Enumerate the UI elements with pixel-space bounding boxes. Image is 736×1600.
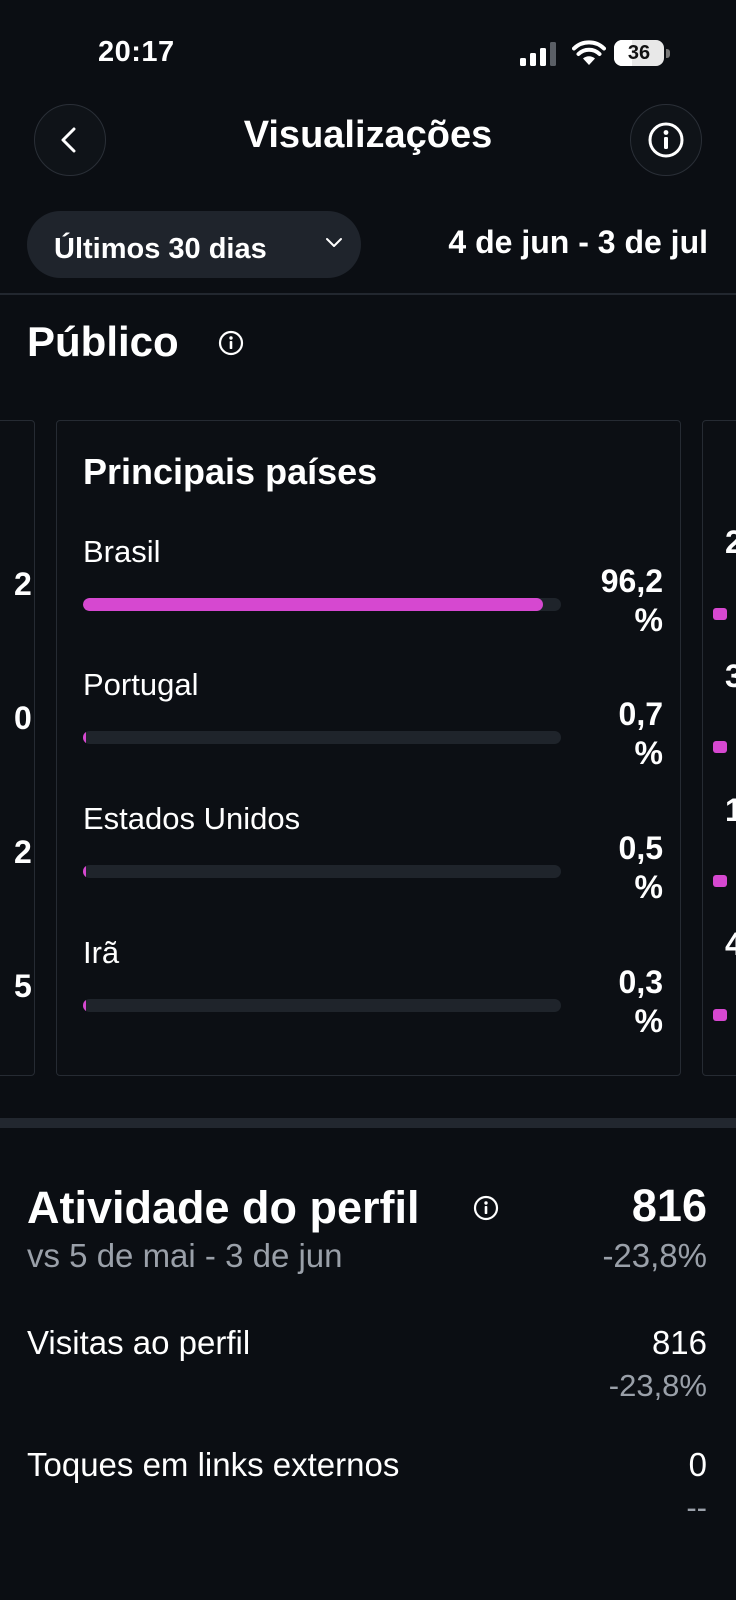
percent-number: 0,7 (618, 696, 663, 732)
divider (0, 293, 736, 295)
country-bar-track (83, 731, 561, 744)
country-bar-track (83, 865, 561, 878)
back-button[interactable] (34, 104, 106, 176)
stat-delta-external-links: -- (686, 1490, 707, 1525)
date-range-text: 4 de jun - 3 de jul (448, 224, 708, 260)
country-bar-fill (83, 598, 543, 611)
country-bar-fill (83, 999, 86, 1012)
profile-activity-delta: -23,8% (602, 1237, 707, 1274)
comparison-period: vs 5 de mai - 3 de jun (27, 1237, 343, 1274)
peek-value: 4 (725, 926, 736, 963)
battery-level (614, 40, 632, 66)
info-button[interactable] (630, 104, 702, 176)
info-icon[interactable] (218, 330, 244, 356)
country-name: Brasil (83, 534, 161, 569)
card-title: Principais países (83, 451, 378, 492)
peek-value: 5 (14, 968, 32, 1004)
stat-value-external-links: 0 (688, 1446, 707, 1483)
peek-bar (713, 1009, 727, 1021)
chevron-down-icon (326, 238, 342, 247)
battery-cap (666, 49, 670, 58)
info-icon[interactable] (473, 1195, 499, 1221)
country-percent: 96,2 % (563, 562, 663, 640)
country-bar-track (83, 598, 561, 611)
percent-number: 0,5 (618, 830, 663, 866)
audience-card-next[interactable]: 2 3 1 4 (702, 420, 736, 1076)
country-bar-track (83, 999, 561, 1012)
section-divider (0, 1118, 736, 1128)
percent-number: 0,3 (618, 964, 663, 1000)
percent-unit: % (634, 1003, 663, 1039)
percent-number: 96,2 (600, 563, 663, 599)
battery-percent: 36 (627, 42, 651, 64)
stat-value-profile-visits: 816 (651, 1324, 707, 1361)
peek-value: 1 (725, 792, 736, 829)
country-name: Estados Unidos (83, 801, 301, 836)
page-title: Visualizações (243, 114, 493, 156)
country-percent: 0,5 % (563, 829, 663, 907)
info-icon (648, 122, 684, 158)
battery-indicator: 36 (614, 40, 670, 66)
date-range-label: Últimos 30 dias (54, 233, 267, 265)
peek-value: 2 (725, 524, 736, 561)
audience-card-previous[interactable]: 2 0 2 5 (0, 420, 35, 1076)
cellular-signal-icon (520, 42, 556, 66)
country-row: Brasil 96,2 % (83, 534, 663, 664)
peek-bar (713, 608, 727, 620)
percent-unit: % (634, 735, 663, 771)
status-bar: 20:17 36 (0, 0, 736, 100)
chevron-left-icon (61, 127, 76, 153)
country-row: Portugal 0,7 % (83, 667, 663, 797)
country-percent: 0,3 % (563, 963, 663, 1041)
percent-unit: % (634, 602, 663, 638)
country-row: Irã 0,3 % (83, 935, 663, 1065)
stat-label-external-links: Toques em links externos (27, 1446, 400, 1483)
country-percent: 0,7 % (563, 695, 663, 773)
country-bar-fill (83, 865, 86, 878)
profile-activity-total: 816 (631, 1180, 707, 1231)
country-row: Estados Unidos 0,5 % (83, 801, 663, 931)
peek-bar (713, 875, 727, 887)
audience-section-title: Público (27, 318, 179, 365)
wifi-icon (572, 40, 606, 65)
stat-label-profile-visits: Visitas ao perfil (27, 1324, 251, 1361)
stat-delta-profile-visits: -23,8% (608, 1368, 707, 1403)
peek-bar (713, 741, 727, 753)
country-name: Portugal (83, 667, 199, 702)
peek-value: 3 (725, 658, 736, 695)
profile-activity-title: Atividade do perfil (27, 1182, 420, 1233)
country-bar-fill (83, 731, 86, 744)
country-name: Irã (83, 935, 120, 970)
status-time: 20:17 (98, 36, 175, 68)
peek-value: 2 (14, 566, 32, 602)
top-countries-card: Principais países Brasil 96,2 % Portugal… (56, 420, 681, 1076)
date-range-dropdown[interactable]: Últimos 30 dias (27, 211, 361, 278)
peek-value: 0 (14, 700, 32, 736)
peek-value: 2 (14, 834, 32, 870)
percent-unit: % (634, 869, 663, 905)
